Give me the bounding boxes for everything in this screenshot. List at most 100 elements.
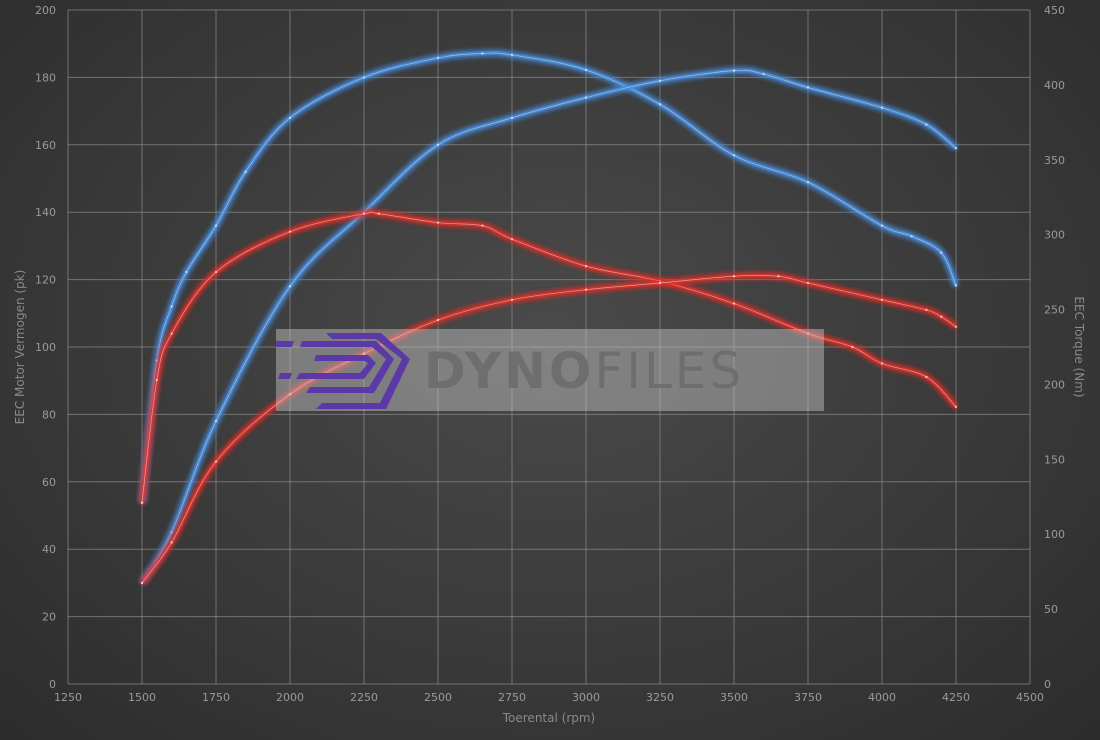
y-right-tick-label: 150	[1044, 453, 1065, 466]
data-point	[806, 332, 810, 335]
x-tick-label: 2500	[424, 691, 452, 704]
data-point	[510, 237, 514, 241]
data-point	[214, 460, 218, 463]
y-right-tick-label: 400	[1044, 79, 1065, 92]
data-point	[510, 298, 514, 302]
series-lines	[140, 50, 958, 585]
y-left-tick-label: 80	[42, 408, 56, 421]
y-right-tick-label: 450	[1044, 4, 1065, 17]
series-line-4	[140, 273, 958, 585]
y-right-tick-label: 200	[1044, 378, 1065, 391]
data-point	[170, 305, 173, 308]
x-tick-label: 1500	[128, 691, 156, 704]
data-point	[481, 52, 484, 55]
x-tick-label: 2000	[276, 691, 304, 704]
x-tick-label: 1750	[202, 691, 230, 704]
dynofiles-logo-icon	[276, 333, 410, 409]
data-point	[377, 212, 380, 215]
data-point	[806, 86, 810, 89]
data-point	[925, 123, 928, 126]
data-point	[806, 181, 810, 184]
data-point	[140, 581, 144, 585]
data-point	[732, 69, 736, 72]
data-point	[880, 362, 884, 365]
data-point	[436, 318, 440, 322]
data-point	[155, 359, 158, 362]
data-point	[584, 264, 588, 268]
y-left-tick-label: 200	[35, 4, 56, 17]
data-point	[910, 234, 913, 238]
series-line-core-1	[141, 52, 957, 503]
data-point	[806, 281, 810, 285]
y-left-tick-label: 160	[35, 139, 56, 152]
data-point	[880, 298, 884, 302]
x-tick-label: 2750	[498, 691, 526, 704]
data-point	[288, 285, 292, 288]
y-right-tick-label: 250	[1044, 304, 1065, 317]
y-left-tick-label: 140	[35, 206, 56, 219]
x-tick-label: 2250	[350, 691, 378, 704]
data-point	[584, 288, 588, 291]
data-point	[214, 224, 218, 227]
data-point	[244, 170, 247, 173]
data-point	[288, 392, 292, 396]
data-point	[362, 212, 366, 215]
y-right-tick-label: 350	[1044, 154, 1065, 167]
series-line-core-2	[141, 69, 957, 584]
x-tick-label: 3250	[646, 691, 674, 704]
y-left-tick-label: 100	[35, 341, 56, 354]
data-point	[954, 146, 958, 150]
data-point	[925, 375, 928, 379]
data-point	[925, 308, 928, 312]
data-point	[940, 315, 943, 318]
data-point	[732, 302, 736, 305]
data-point	[732, 154, 736, 157]
y-right-tick-label: 50	[1044, 603, 1058, 616]
data-point	[584, 68, 588, 72]
data-point	[170, 332, 173, 335]
data-point	[436, 221, 440, 224]
dynofiles-watermark: DYNOFILES	[276, 329, 824, 411]
data-point	[762, 72, 765, 76]
data-point	[140, 501, 144, 504]
data-point	[658, 281, 662, 285]
x-axis-label: Toerental (rpm)	[502, 711, 595, 725]
data-point	[436, 143, 440, 146]
data-point	[851, 345, 854, 349]
data-point	[481, 224, 484, 227]
x-tick-label: 1250	[54, 691, 82, 704]
data-point	[732, 275, 736, 278]
data-point	[155, 378, 158, 382]
data-point	[777, 275, 780, 278]
y-axis-left-label: EEC Motor Vermogen (pk)	[13, 270, 27, 425]
data-point	[954, 405, 958, 409]
y-left-tick-label: 20	[42, 611, 56, 624]
data-point	[940, 251, 943, 254]
data-point	[510, 53, 514, 57]
data-point	[510, 116, 514, 120]
x-tick-label: 3000	[572, 691, 600, 704]
data-point	[362, 76, 366, 79]
series-line-core-4	[141, 275, 957, 584]
data-point	[954, 325, 958, 328]
data-point	[185, 270, 188, 274]
x-tick-label: 4000	[868, 691, 896, 704]
y-left-tick-label: 0	[49, 678, 56, 691]
data-point	[362, 352, 366, 355]
data-point	[288, 230, 292, 233]
y-left-tick-label: 40	[42, 543, 56, 556]
y-right-tick-label: 300	[1044, 229, 1065, 242]
data-point	[436, 56, 440, 60]
data-point	[214, 419, 218, 423]
x-tick-label: 4500	[1016, 691, 1044, 704]
y-right-tick-label: 100	[1044, 528, 1065, 541]
data-point	[170, 531, 173, 534]
y-axis-right-label: EEC Torque (Nm)	[1072, 296, 1086, 397]
data-point	[658, 79, 662, 82]
data-point	[880, 224, 884, 227]
data-point	[584, 96, 588, 99]
grid	[67, 9, 1031, 685]
series-line-1	[140, 50, 958, 503]
watermark-text: DYNOFILES	[424, 342, 745, 400]
